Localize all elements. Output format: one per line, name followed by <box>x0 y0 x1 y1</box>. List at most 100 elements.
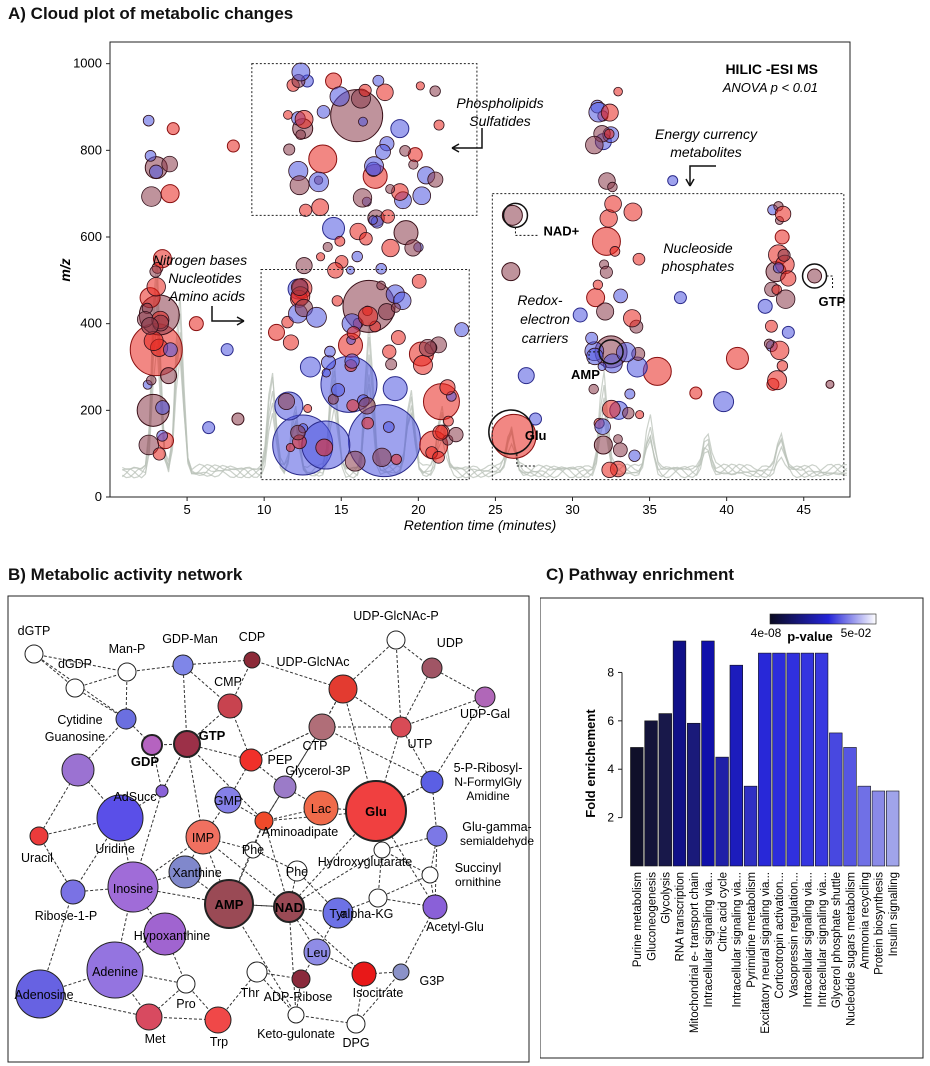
metabolite-bubble <box>673 291 687 305</box>
network-node <box>29 826 49 846</box>
category-label: Nucleotide sugars metabolism <box>845 872 857 1026</box>
pointer-arrow <box>236 316 245 326</box>
metabolite-bubble <box>372 447 392 467</box>
region-label: metabolites <box>670 144 742 160</box>
chromatogram-trace <box>122 321 848 479</box>
network-node <box>322 897 354 929</box>
metabolite-bubble <box>352 188 373 208</box>
category-label: Mitochondrial e- transport chain <box>689 872 701 1033</box>
x-axis-label: Retention time (minutes) <box>404 517 557 533</box>
metabolite-bubble <box>408 159 419 170</box>
network-edge <box>251 659 344 690</box>
network-node <box>117 662 137 682</box>
enrichment-bar <box>800 652 815 867</box>
metabolite-bubble <box>315 438 334 457</box>
network-diagram: dGTP dGDP Man-P GDP-Man CDP UDP-GlcNAc-P UDP-G… <box>7 595 534 1063</box>
network-node <box>204 879 254 929</box>
metabolite-bubble <box>593 435 613 455</box>
region-label: Redox- <box>517 292 562 308</box>
node-label: Trp <box>210 1035 228 1049</box>
metabolite-bubble <box>316 252 326 262</box>
metabolite-bubble <box>141 186 162 207</box>
metabolite-bubble <box>382 421 395 433</box>
y-tick-label: 0 <box>95 489 102 504</box>
metabolite-bubble <box>770 340 790 361</box>
network-edge <box>400 667 433 728</box>
metabolite-bubble <box>454 322 470 338</box>
metabolite-bubble <box>413 355 433 375</box>
metabolite-bubble <box>299 356 321 378</box>
network-node <box>474 686 496 708</box>
category-label: Intracellular signaling via... <box>817 872 829 1008</box>
network-edge <box>395 639 402 728</box>
metabolite-bubble <box>613 434 623 444</box>
network-frame <box>7 595 530 1063</box>
metabolite-bubble <box>404 239 422 257</box>
network-edge <box>38 835 74 893</box>
network-node <box>246 961 268 983</box>
metabolite-bubble <box>322 241 333 253</box>
metabolite-bubble <box>429 85 441 97</box>
enrichment-bar <box>857 785 871 867</box>
node-label: Pro <box>176 997 196 1011</box>
metabolite-bubble <box>324 345 336 358</box>
metabolite-bubble <box>149 164 164 179</box>
x-tick-label: 35 <box>642 502 656 517</box>
node-label: PEP <box>267 753 292 767</box>
node-label: GDP-Man <box>162 632 218 646</box>
network-edge <box>431 696 486 783</box>
category-label: Glycerol phosphate shuttle <box>831 872 843 1008</box>
metabolite-bubble <box>585 135 604 155</box>
metabolite-bubble <box>376 83 394 102</box>
metabolite-bubble <box>517 367 535 385</box>
metabolite-bubble <box>609 246 621 257</box>
metabolite-bubble <box>600 103 619 122</box>
network-node <box>96 794 144 842</box>
network-edge <box>381 835 438 851</box>
category-label: Protein biosynthesis <box>874 872 886 975</box>
metabolite-bubble <box>358 397 376 415</box>
metabolite-bubble <box>322 216 346 240</box>
node-label: dGTP <box>18 624 51 638</box>
metabolite-bubble <box>623 309 642 328</box>
region-label: electron <box>520 311 570 327</box>
region-label: Sulfatides <box>469 113 530 129</box>
category-label: Corticotropin activation... <box>774 872 786 999</box>
node-label: CDP <box>239 630 265 644</box>
node-label: Hypoxanthine <box>134 929 210 943</box>
metabolite-bubble <box>602 399 621 419</box>
node-label: CMP <box>214 675 242 689</box>
x-tick-label: 15 <box>334 502 348 517</box>
metabolite-bubble <box>299 203 313 217</box>
category-label: Intracellular signaling via... <box>732 872 744 1008</box>
x-tick-label: 20 <box>411 502 425 517</box>
node-label: Phe <box>286 865 308 879</box>
callout-label: GTP <box>819 294 846 309</box>
metabolite-bubble <box>143 331 164 351</box>
network-node <box>60 879 86 905</box>
y-tick-label: 8 <box>607 665 614 679</box>
network-node <box>286 860 308 882</box>
metabolite-bubble <box>807 268 823 284</box>
metabolite-bubble <box>372 74 385 87</box>
network-node <box>426 825 448 847</box>
node-label: G3P <box>419 974 444 988</box>
metabolite-bubble <box>289 175 310 196</box>
cloud-plot: 5 10 15 20 25 30 35 40 45 0 200 400 600 800 1000 Retent… <box>57 41 851 533</box>
network-node <box>239 748 263 772</box>
metabolite-bubble <box>725 346 749 370</box>
metabolite-bubble <box>380 209 395 224</box>
network-node <box>65 678 85 698</box>
node-label: Glu <box>365 804 387 819</box>
y-tick-label: 600 <box>80 229 102 244</box>
callout-label: Glu <box>525 428 547 443</box>
node-label: IMP <box>192 831 214 845</box>
metabolite-bubble <box>439 379 456 396</box>
network-node <box>24 644 44 664</box>
metabolite-bubble <box>432 424 449 441</box>
network-edge <box>288 849 383 908</box>
x-tick-label: 5 <box>183 502 190 517</box>
network-node <box>308 713 336 741</box>
network-node <box>345 780 407 842</box>
metabolite-bubble <box>390 453 402 465</box>
